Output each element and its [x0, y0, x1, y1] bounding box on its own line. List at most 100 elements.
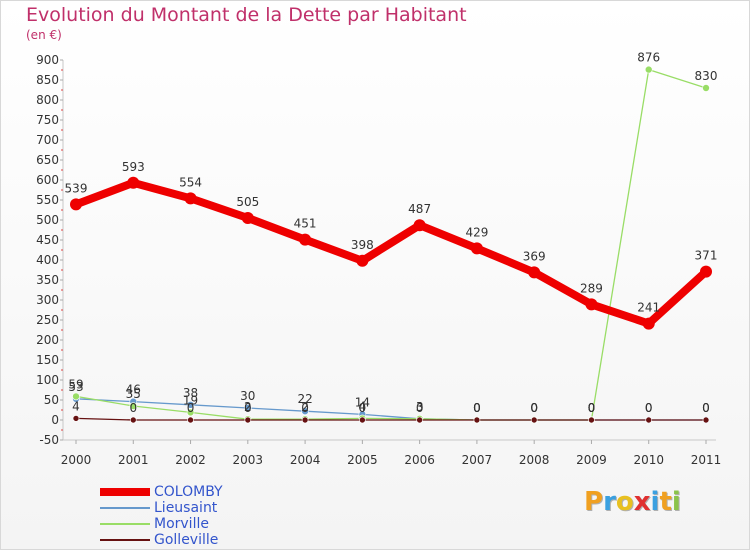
series-lines	[70, 65, 712, 424]
legend-label: COLOMBY	[154, 484, 223, 500]
logo-letter: x	[633, 487, 651, 517]
legend-swatch	[100, 539, 150, 541]
data-label: 0	[588, 401, 596, 415]
series-line-colomby	[74, 178, 709, 328]
y-tick-label: 600	[36, 173, 59, 187]
data-label: 0	[473, 401, 481, 415]
data-label: 30	[240, 389, 255, 403]
y-tick-label: 200	[36, 333, 59, 347]
data-label: 0	[530, 401, 538, 415]
data-label: 241	[637, 301, 660, 315]
data-label: 0	[702, 401, 710, 415]
y-tick-label: 650	[36, 153, 59, 167]
data-label: 0	[129, 401, 137, 415]
data-point	[186, 408, 195, 417]
data-point	[702, 84, 710, 92]
data-label: 371	[695, 249, 718, 263]
x-tick-label: 2007	[462, 453, 493, 467]
data-label: 539	[65, 181, 88, 195]
series-line-lieusaint	[75, 398, 706, 421]
x-tick-label: 2011	[691, 453, 722, 467]
data-point	[301, 407, 309, 416]
data-point	[642, 317, 655, 330]
data-label: 554	[179, 175, 202, 189]
y-tick-label: 100	[36, 373, 59, 387]
data-label: 0	[244, 401, 252, 415]
chart-unit: (en €)	[26, 28, 62, 42]
data-label: 38	[183, 386, 198, 400]
logo-letter: r	[603, 487, 616, 517]
data-point	[129, 402, 138, 410]
y-tick-label: 500	[36, 213, 59, 227]
data-label: 2	[244, 400, 252, 414]
data-label: 0	[473, 401, 481, 415]
data-label: 451	[294, 217, 317, 231]
data-point	[470, 242, 483, 255]
data-point	[299, 233, 312, 246]
legend-label: Lieusaint	[154, 500, 218, 516]
chart-title: Evolution du Montant de la Dette par Hab…	[26, 4, 467, 26]
data-label: 593	[122, 160, 145, 174]
series-line-morville	[75, 68, 707, 421]
data-point	[413, 219, 426, 232]
data-label: 53	[68, 380, 83, 394]
legend-label: Golleville	[154, 532, 219, 548]
data-label: 0	[702, 401, 710, 415]
logo-letter: P	[584, 487, 604, 517]
y-tick-label: 750	[36, 113, 59, 127]
data-point	[72, 415, 80, 422]
data-label: 46	[126, 383, 141, 397]
data-label: 0	[187, 401, 195, 415]
data-point	[184, 192, 197, 205]
data-label: 22	[297, 392, 312, 406]
data-point	[186, 400, 195, 409]
data-point	[473, 416, 481, 424]
y-tick-label: 800	[36, 93, 59, 107]
x-tick-label: 2009	[576, 453, 607, 467]
y-tick-label: 250	[36, 313, 59, 327]
data-point	[127, 176, 140, 189]
data-label: 0	[473, 401, 481, 415]
logo-letter: i	[671, 487, 681, 517]
y-tick-label: 350	[36, 273, 59, 287]
data-point	[645, 416, 653, 424]
data-label: 369	[523, 249, 546, 263]
data-point	[301, 416, 309, 424]
data-label: 830	[695, 69, 718, 83]
data-point	[644, 65, 653, 74]
y-tick-label: 300	[36, 293, 59, 307]
data-label: 505	[236, 195, 259, 209]
x-tick-label: 2008	[519, 453, 550, 467]
series-line-golleville	[75, 417, 706, 421]
data-point	[588, 416, 595, 424]
y-tick-label: 0	[51, 413, 59, 427]
logo-letter: t	[659, 487, 672, 517]
data-label: 4	[359, 399, 367, 413]
data-label: 429	[465, 225, 488, 239]
legend-swatch	[100, 488, 150, 496]
data-point	[70, 198, 82, 211]
data-point	[585, 298, 598, 311]
data-label: 0	[359, 401, 367, 415]
data-point	[241, 212, 254, 224]
data-label: 487	[408, 202, 431, 216]
data-label: 2	[301, 400, 309, 414]
data-point	[359, 416, 366, 424]
data-label: 3	[416, 400, 424, 414]
data-label: 3	[416, 400, 424, 414]
data-label: 0	[530, 401, 538, 415]
y-tick-label: 400	[36, 253, 59, 267]
y-tick-label: 900	[36, 53, 59, 67]
data-label: 0	[588, 401, 596, 415]
y-tick-label: 550	[36, 193, 59, 207]
x-tick-label: 2005	[347, 453, 378, 467]
x-tick-label: 2010	[633, 453, 664, 467]
x-tick-label: 2006	[404, 453, 435, 467]
data-point	[702, 416, 710, 424]
data-label: 398	[351, 238, 374, 252]
logo-letter: o	[615, 487, 634, 517]
y-tick-label: 150	[36, 353, 59, 367]
